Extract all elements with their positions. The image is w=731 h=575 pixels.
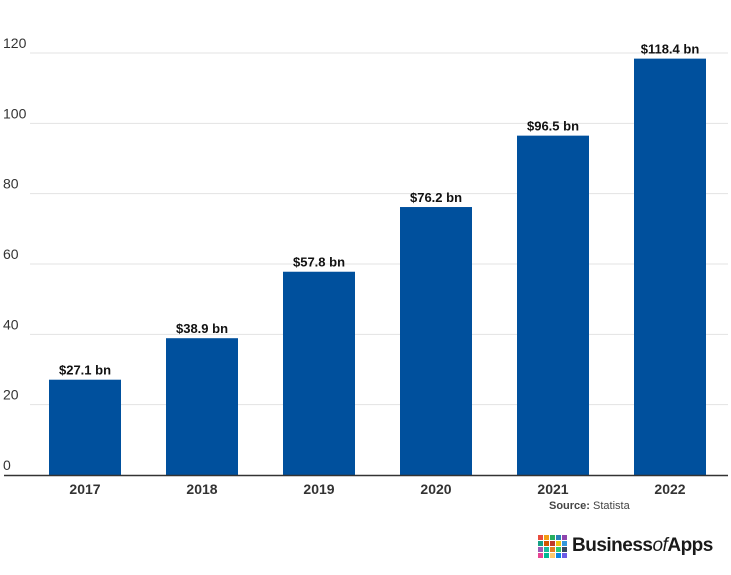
source-label: Source: bbox=[549, 500, 590, 512]
y-tick-label: 100 bbox=[3, 105, 27, 121]
data-label-2021: $96.5 bn bbox=[527, 119, 579, 134]
bar-2022 bbox=[634, 58, 706, 475]
y-tick-label: 40 bbox=[3, 316, 19, 332]
logo-square bbox=[556, 534, 561, 540]
logo-square bbox=[562, 540, 567, 546]
gridlines bbox=[30, 52, 728, 406]
y-tick-label: 80 bbox=[3, 176, 19, 192]
data-label-2020: $76.2 bn bbox=[410, 190, 462, 205]
logo-square bbox=[562, 552, 567, 558]
source-value: Statista bbox=[593, 500, 630, 512]
y-tick-label: 20 bbox=[3, 387, 19, 403]
bar-2018 bbox=[166, 338, 238, 475]
data-labels: $27.1 bn $38.9 bn $57.8 bn $76.2 bn $96.5 bn… bbox=[59, 42, 699, 378]
logo-square bbox=[538, 546, 543, 552]
y-tick-label: 60 bbox=[3, 246, 19, 262]
logo-square bbox=[538, 552, 543, 558]
bar-2020 bbox=[400, 207, 472, 475]
bar-2019 bbox=[283, 271, 355, 475]
x-tick-label-2020: 2020 bbox=[420, 481, 451, 497]
logo-square bbox=[544, 552, 549, 558]
y-tick-label: 0 bbox=[3, 457, 11, 473]
logo-grid-icon bbox=[538, 534, 567, 558]
data-label-2022: $118.4 bn bbox=[641, 42, 700, 57]
logo-square bbox=[538, 540, 543, 546]
y-axis-tick-labels: 0 20 40 60 80 100 120 bbox=[3, 35, 27, 473]
logo-square bbox=[550, 552, 555, 558]
x-tick-label-2021: 2021 bbox=[537, 481, 568, 497]
data-label-2018: $38.9 bn bbox=[176, 321, 228, 336]
x-tick-label-2017: 2017 bbox=[69, 481, 100, 497]
x-axis-tick-labels: 2017 2018 2019 2020 2021 2022 bbox=[69, 481, 685, 497]
logo-square bbox=[556, 546, 561, 552]
logo-square bbox=[562, 546, 567, 552]
bar-2021 bbox=[517, 135, 589, 475]
logo-square bbox=[550, 534, 555, 540]
logo-square bbox=[544, 540, 549, 546]
logo-square bbox=[538, 534, 543, 540]
logo-square bbox=[550, 540, 555, 546]
x-tick-label-2022: 2022 bbox=[654, 481, 685, 497]
businessofapps-logo: BusinessofApps bbox=[538, 530, 713, 562]
y-tick-label: 120 bbox=[3, 35, 27, 51]
data-label-2017: $27.1 bn bbox=[59, 363, 111, 378]
logo-square bbox=[544, 546, 549, 552]
data-label-2019: $57.8 bn bbox=[293, 255, 345, 270]
logo-square bbox=[556, 552, 561, 558]
logo-square bbox=[550, 546, 555, 552]
bars bbox=[49, 58, 706, 475]
bar-chart: 0 20 40 60 80 100 120 $27.1 bn $38.9 bn $57.8 bn… bbox=[3, 35, 728, 497]
logo-square bbox=[544, 534, 549, 540]
logo-square bbox=[556, 540, 561, 546]
x-tick-label-2018: 2018 bbox=[186, 481, 217, 497]
x-tick-label-2019: 2019 bbox=[303, 481, 334, 497]
source-note: Source: Statista bbox=[549, 500, 630, 512]
logo-square bbox=[562, 534, 567, 540]
logo-text: BusinessofApps bbox=[572, 535, 713, 556]
bar-2017 bbox=[49, 379, 121, 475]
